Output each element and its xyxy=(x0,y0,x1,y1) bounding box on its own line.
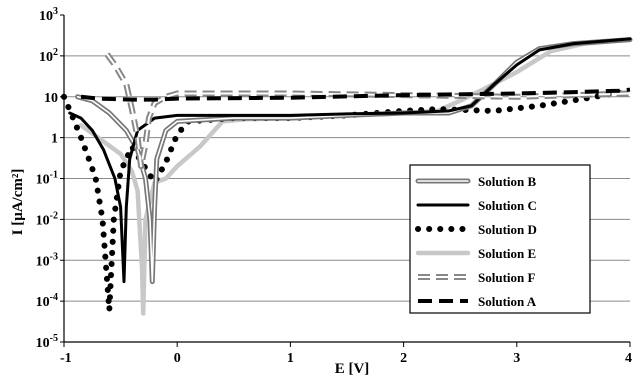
series-lines xyxy=(61,37,633,316)
x-tick-label: -1 xyxy=(60,351,72,366)
y-tick-label: 10-1 xyxy=(36,170,58,188)
x-tick-label: 1 xyxy=(287,351,294,366)
x-tick-label: 0 xyxy=(174,351,181,366)
y-tick-label: 102 xyxy=(39,47,58,65)
x-tick-label: 3 xyxy=(513,351,520,366)
legend-item: Solution E xyxy=(415,246,536,261)
legend-label: Solution C xyxy=(478,198,537,213)
series-inner-stroke xyxy=(106,53,631,168)
series-stroke xyxy=(61,89,633,314)
legend-label: Solution E xyxy=(478,246,536,261)
x-tick-label: 4 xyxy=(625,351,632,366)
legend-label: Solution F xyxy=(478,270,535,285)
y-tick-label: 10 xyxy=(44,91,58,106)
y-tick-label: 10-3 xyxy=(36,251,58,269)
y-axis-label: I [μA/cm²] xyxy=(10,169,26,236)
x-tick-label: 2 xyxy=(400,351,407,366)
series-outer-stroke xyxy=(104,52,631,170)
legend-label: Solution B xyxy=(478,174,536,189)
y-tick-label: 10-2 xyxy=(36,210,58,228)
y-tick-label: 1 xyxy=(51,132,58,147)
series-solution-d xyxy=(61,89,633,314)
y-tick-label: 10-5 xyxy=(36,333,58,351)
series-stroke xyxy=(68,37,632,284)
x-axis-label: E [V] xyxy=(335,361,370,377)
series-solution-c xyxy=(68,37,632,284)
series-solution-f xyxy=(104,52,631,170)
legend-item: Solution A xyxy=(418,294,537,309)
legend-label: Solution A xyxy=(478,294,537,309)
series-solution-a xyxy=(80,87,631,102)
y-tick-label: 103 xyxy=(39,6,58,24)
legend-item: Solution B xyxy=(415,174,536,189)
legend-item: Solution C xyxy=(416,198,537,213)
legend-item: Solution D xyxy=(415,222,537,237)
legend-item: Solution F xyxy=(418,270,535,285)
legend: Solution B Solution C Solution D Solution E… xyxy=(409,164,591,314)
legend-label: Solution D xyxy=(478,222,537,237)
series-stroke xyxy=(80,87,631,102)
axes xyxy=(60,14,631,347)
legend-box xyxy=(409,164,591,314)
y-tick-label: 10-4 xyxy=(36,292,58,310)
